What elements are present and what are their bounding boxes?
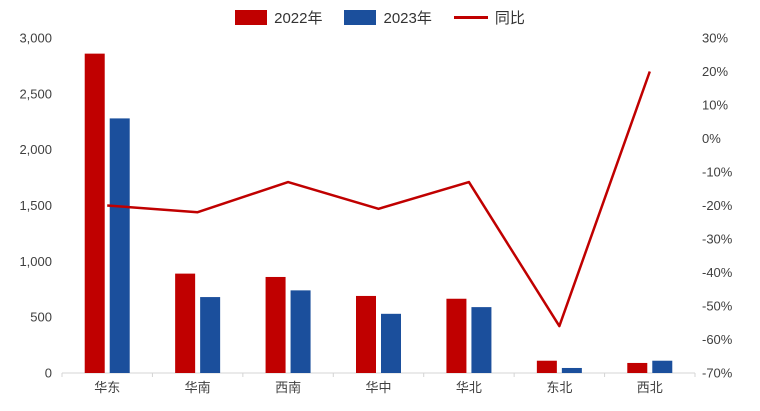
svg-text:10%: 10% bbox=[702, 98, 728, 113]
svg-text:2,000: 2,000 bbox=[19, 142, 52, 157]
legend-item-yoy: 同比 bbox=[453, 7, 525, 28]
legend-swatch-2023-bar bbox=[344, 10, 377, 25]
svg-text:-30%: -30% bbox=[702, 232, 733, 247]
svg-text:华东: 华东 bbox=[94, 380, 120, 395]
svg-text:西北: 西北 bbox=[637, 380, 663, 395]
svg-text:-20%: -20% bbox=[702, 198, 733, 213]
svg-text:华北: 华北 bbox=[456, 380, 482, 395]
svg-text:-70%: -70% bbox=[702, 366, 733, 381]
legend-swatch-2022-bar bbox=[235, 10, 268, 25]
svg-text:30%: 30% bbox=[702, 31, 728, 46]
svg-text:0%: 0% bbox=[702, 131, 721, 146]
legend-item-2023: 2023年 bbox=[344, 7, 432, 28]
svg-text:-50%: -50% bbox=[702, 299, 733, 314]
svg-text:0: 0 bbox=[45, 366, 52, 381]
svg-text:-40%: -40% bbox=[702, 265, 733, 280]
legend-swatch-yoy-line bbox=[453, 16, 488, 19]
svg-text:3,000: 3,000 bbox=[19, 31, 52, 46]
svg-text:500: 500 bbox=[30, 310, 52, 325]
svg-text:西南: 西南 bbox=[275, 380, 301, 395]
svg-text:华南: 华南 bbox=[185, 380, 211, 395]
svg-text:华中: 华中 bbox=[365, 380, 391, 395]
svg-text:东北: 东北 bbox=[546, 380, 572, 395]
svg-text:-10%: -10% bbox=[702, 165, 733, 180]
legend-label-2022: 2022年 bbox=[274, 10, 323, 27]
legend-label-yoy: 同比 bbox=[494, 10, 525, 27]
svg-text:1,000: 1,000 bbox=[19, 254, 52, 269]
legend-label-2023: 2023年 bbox=[383, 10, 432, 27]
chart-legend: 2022年 2023年 同比 bbox=[0, 7, 760, 28]
svg-text:1,500: 1,500 bbox=[19, 198, 52, 213]
svg-text:2,500: 2,500 bbox=[19, 86, 52, 101]
svg-text:-60%: -60% bbox=[702, 332, 733, 347]
legend-item-2022: 2022年 bbox=[235, 7, 322, 28]
svg-text:20%: 20% bbox=[702, 64, 728, 79]
